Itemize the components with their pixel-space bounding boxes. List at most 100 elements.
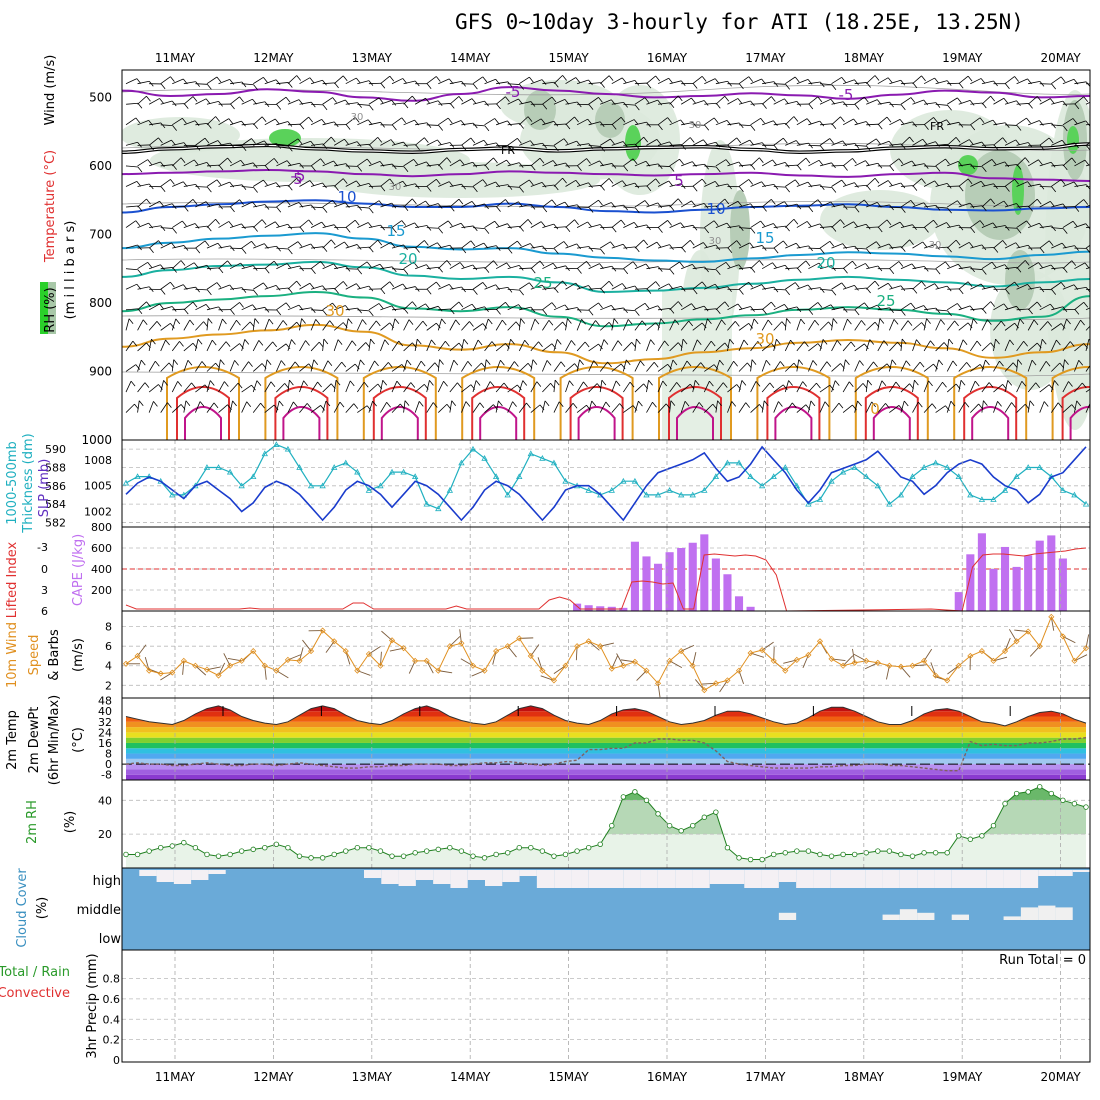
wind-barb (1016, 181, 1028, 187)
wind-barb (923, 403, 933, 413)
wind-barb (218, 142, 231, 146)
wind-barb-flag (701, 76, 707, 82)
wind-barb (391, 180, 403, 187)
wind-barb-flag (738, 225, 744, 231)
wind-barb (125, 181, 138, 187)
wind-barb-flag (180, 260, 186, 266)
wind-barb (912, 281, 922, 290)
wind-barb-flag (715, 102, 721, 109)
wind-barb-flag (854, 246, 860, 252)
wind-barb (865, 178, 876, 187)
wind-speed-point (597, 643, 604, 650)
wind-barb (322, 400, 327, 413)
wind-barb-flag (909, 239, 914, 246)
wind-barb (981, 400, 984, 413)
wind-barb-flag (294, 361, 300, 368)
wind-barb-flag (919, 361, 925, 368)
wind-barb (1062, 220, 1074, 228)
thickness-point (562, 477, 569, 484)
wind-barb (762, 120, 774, 126)
wind-barb-flag (674, 319, 680, 325)
wind-barb-flag (669, 166, 675, 172)
wind-barb-flag (216, 76, 222, 83)
wind-barb-flag (1024, 260, 1030, 266)
wind-barb-flag (970, 266, 975, 273)
wind-barb-flag (819, 120, 825, 127)
wind-barb (854, 223, 867, 228)
wind-barb-flag (859, 360, 864, 366)
wind-barb-flag (505, 96, 510, 102)
thickness-point (631, 477, 639, 484)
wind-barb (530, 644, 540, 657)
wind-barb (137, 286, 150, 290)
wind-barb (1016, 157, 1026, 167)
thickness-point (909, 473, 916, 480)
wind-barb-flag (412, 198, 417, 205)
wind-barb-flag (1014, 179, 1019, 185)
wind-barb (252, 380, 258, 393)
wind-barb-flag (598, 343, 603, 350)
wind-barb-flag (738, 161, 744, 168)
wind-barb (518, 318, 522, 331)
wind-barb (1085, 339, 1090, 352)
wind-speed-point (863, 657, 870, 664)
wind-barb-flag (969, 305, 975, 312)
low-level-isotherm (774, 406, 813, 440)
rh-contour (122, 201, 1090, 208)
wind-barb (1085, 364, 1090, 372)
wind-barb-flag (632, 158, 638, 165)
wind-barb-flag (251, 138, 256, 144)
wind-barb (1004, 339, 1011, 352)
wind-barb-flag (784, 264, 790, 271)
wind-barb-flag (273, 260, 279, 267)
thickness-point (354, 468, 361, 475)
wind-barb (414, 97, 426, 105)
wind-barb (241, 186, 254, 188)
wind-barb (1016, 260, 1026, 269)
wind-barb (195, 98, 207, 105)
wind-speed-point (203, 666, 211, 673)
wind-barb-flag (1085, 120, 1090, 127)
wind-barb (1062, 78, 1075, 85)
thickness-point (250, 473, 257, 480)
wind-barb-flag (391, 100, 397, 106)
wind-barb (935, 405, 946, 413)
rh-point (366, 844, 372, 851)
rh-point (944, 850, 950, 856)
wind-barb-flag (808, 309, 814, 315)
wind-barb-flag (158, 240, 163, 246)
wind-barb (854, 383, 864, 393)
wind-barb (565, 243, 577, 249)
cloud-high-gap (640, 870, 658, 888)
wind-barb (727, 339, 731, 352)
wind-barb (519, 164, 532, 167)
wind-barb-flag (484, 228, 490, 234)
wind-barb (160, 339, 166, 352)
wind-barb (438, 403, 448, 413)
wind-barb (542, 144, 555, 147)
wind-barb (1085, 307, 1090, 311)
wind-barb (403, 382, 412, 393)
rh-point (956, 833, 962, 839)
wind-barb-flag (160, 289, 166, 295)
wind-barb (472, 306, 485, 311)
wind-barb-flag (1091, 402, 1095, 407)
wind-barb-flag (653, 362, 659, 368)
wind-barb (784, 402, 793, 413)
wind-barb-flag (562, 177, 567, 184)
wind-barb-flag (1060, 282, 1066, 288)
wind-speed-point (735, 667, 743, 674)
wind-barb-flag (128, 318, 134, 325)
wind-barb (831, 318, 834, 331)
wind-speed-point (527, 652, 534, 660)
wind-barb-flag (735, 321, 740, 327)
wind-barb-flag (727, 247, 733, 253)
wind-barb (449, 319, 457, 331)
ytick-li: 6 (41, 605, 48, 618)
thickness-point (712, 473, 720, 480)
wind-barb (264, 182, 277, 187)
wind-barb-flag (704, 124, 710, 131)
wind-barb (588, 383, 598, 393)
wind-barb-flag (356, 244, 362, 250)
wind-barb (357, 143, 370, 146)
